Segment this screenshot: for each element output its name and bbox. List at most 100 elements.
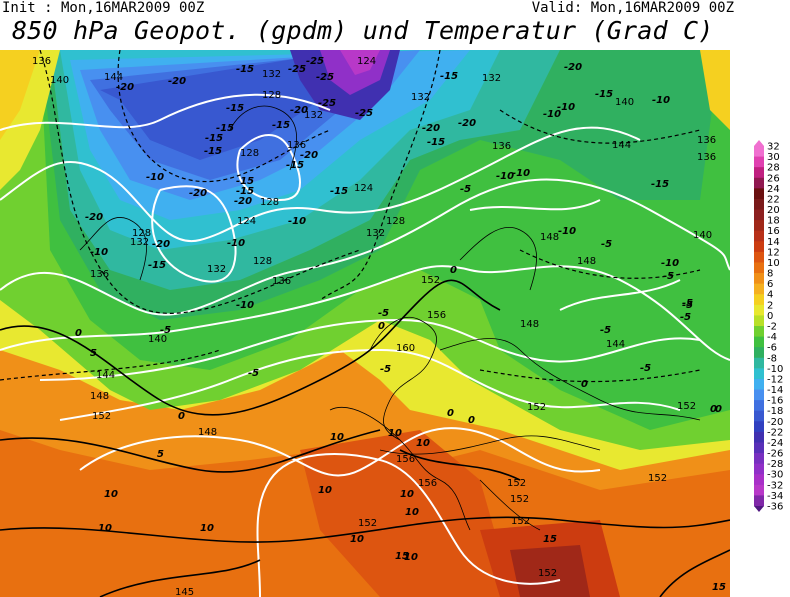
- temp-label: 0: [447, 408, 454, 419]
- geopot-label: 128: [132, 228, 151, 239]
- colorbar-swatch: [754, 315, 764, 327]
- colorbar-swatch: [754, 484, 764, 496]
- temp-label: -20: [152, 239, 170, 250]
- temp-label: -15: [216, 123, 234, 134]
- colorbar-label: 6: [767, 279, 773, 290]
- colorbar-label: 32: [767, 142, 780, 153]
- geopot-label: 156: [418, 478, 437, 489]
- colorbar-swatch: [754, 368, 764, 380]
- temp-label: 0: [178, 411, 185, 422]
- temp-label: 10: [98, 523, 112, 534]
- geopot-label: 124: [357, 56, 376, 67]
- geopot-label: 136: [272, 276, 291, 287]
- temp-label: -15: [272, 120, 290, 131]
- geopot-label: 144: [606, 339, 625, 350]
- geopot-label: 128: [262, 90, 281, 101]
- temp-label: -15: [427, 137, 445, 148]
- geopot-label: 148: [198, 427, 217, 438]
- geopot-label: 128: [253, 256, 272, 267]
- temp-label: -5: [160, 325, 171, 336]
- temp-label: -20: [300, 150, 318, 161]
- temp-label: -5: [640, 363, 651, 374]
- colorbar-swatch: [754, 156, 764, 168]
- colorbar-label: -26: [767, 449, 783, 460]
- temp-label: -5: [682, 300, 693, 311]
- geopot-label: 152: [507, 478, 526, 489]
- geopot-label: 136: [287, 140, 306, 151]
- geopot-label: 140: [50, 75, 69, 86]
- colorbar-label: -22: [767, 427, 783, 438]
- colorbar-swatch: [754, 463, 764, 475]
- temp-label: -10: [236, 300, 254, 311]
- colorbar-swatch: [754, 495, 764, 507]
- colorbar-label: -28: [767, 459, 783, 470]
- colorbar-swatch: [754, 347, 764, 359]
- temp-label: -5: [460, 184, 471, 195]
- temp-label: 5: [90, 348, 97, 359]
- chart-title: 850 hPa Geopot. (gpdm) und Temperatur (G…: [12, 16, 714, 45]
- geopot-label: 140: [693, 230, 712, 241]
- temp-label: -15: [651, 179, 669, 190]
- colorbar-swatch: [754, 167, 764, 179]
- temp-label: -5: [380, 364, 391, 375]
- temp-label: -20: [290, 105, 308, 116]
- temp-label: -25: [306, 56, 324, 67]
- colorbar-label: -10: [767, 364, 783, 375]
- temp-label: -5: [248, 368, 259, 379]
- temp-label: -5: [663, 271, 674, 282]
- geopot-label: 136: [492, 141, 511, 152]
- colorbar-label: 30: [767, 152, 780, 163]
- geopot-label: 144: [96, 370, 115, 381]
- temp-label: -10: [652, 95, 670, 106]
- geopot-label: 132: [304, 110, 323, 121]
- colorbar-swatch: [754, 220, 764, 232]
- geopot-label: 132: [482, 73, 501, 84]
- geopot-label: 132: [130, 237, 149, 248]
- temp-label: -15: [236, 64, 254, 75]
- temperature-contours-solid: [0, 279, 730, 597]
- geopot-label: 140: [148, 334, 167, 345]
- geopot-label: 160: [396, 343, 415, 354]
- colorbar-swatch: [754, 294, 764, 306]
- temp-label: -10: [543, 109, 561, 120]
- geopot-label: 124: [354, 183, 373, 194]
- temp-label: -15: [148, 260, 166, 271]
- temp-label: -10: [512, 168, 530, 179]
- temp-label: -20: [422, 123, 440, 134]
- colorbar-bottom-arrow: [754, 506, 764, 512]
- colorbar-label: 16: [767, 226, 780, 237]
- colorbar-label: -24: [767, 438, 783, 449]
- temp-label: 10: [200, 523, 214, 534]
- temp-label: 5: [157, 449, 164, 460]
- geopot-label: 136: [697, 135, 716, 146]
- colorbar-top-arrow: [754, 140, 764, 146]
- temp-label: -15: [286, 160, 304, 171]
- colorbar-label: -6: [767, 343, 777, 354]
- geopot-label: 152: [358, 518, 377, 529]
- temp-label: -5: [601, 239, 612, 250]
- colorbar-swatch: [754, 442, 764, 454]
- colorbar-label: -34: [767, 491, 783, 502]
- geopot-label: 152: [527, 402, 546, 413]
- colorbar-swatch: [754, 230, 764, 242]
- temp-label: 0: [450, 265, 457, 276]
- geopot-label: 128: [386, 216, 405, 227]
- temp-label: 15: [543, 534, 557, 545]
- colorbar-label: 20: [767, 205, 780, 216]
- colorbar-label: 12: [767, 247, 780, 258]
- colorbar-swatch: [754, 209, 764, 221]
- colorbar-swatch: [754, 283, 764, 295]
- geopotential-labels: 136 140 144 124 132 132 140 128 132 136 …: [32, 56, 716, 597]
- geopot-label: 124: [237, 216, 256, 227]
- temp-label: -5: [680, 312, 691, 323]
- temp-label: -20: [564, 62, 582, 73]
- colorbar-label: -14: [767, 385, 783, 396]
- colorbar-swatch: [754, 336, 764, 348]
- colorbar-label: 10: [767, 258, 780, 269]
- temp-label: 0: [581, 379, 588, 390]
- colorbar-label: 14: [767, 237, 780, 248]
- temp-label: 10: [388, 428, 402, 439]
- temp-label: 0: [378, 321, 385, 332]
- geopot-label: 136: [32, 56, 51, 67]
- temp-label: -10: [661, 258, 679, 269]
